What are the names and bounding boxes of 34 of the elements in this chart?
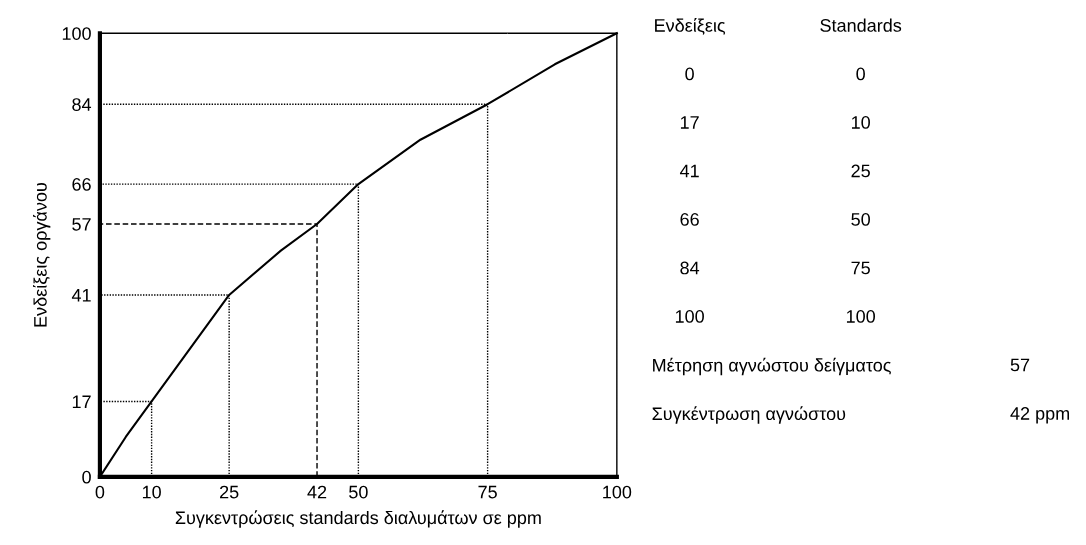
x-tick-label: 75: [478, 485, 497, 499]
y-tick-label: 57: [72, 218, 91, 231]
text: 66: [680, 213, 699, 226]
x-tick-label: 10: [142, 485, 161, 499]
x-tick-label: 100: [603, 485, 632, 499]
y-tick-label: 84: [72, 98, 92, 111]
x-tick-label: 25: [220, 485, 239, 499]
text: 100: [675, 310, 704, 323]
y-tick-label: 100: [62, 27, 91, 40]
text: Ενδείξεις: [655, 18, 726, 35]
x-axis-title: Συγκεντρώσεις standards διαλυμάτων σε ppm: [175, 510, 541, 528]
text: 75: [851, 261, 870, 275]
x-tick-label: 50: [349, 485, 368, 499]
y-axis-title: Ενδείξεις οργάνου: [33, 183, 51, 327]
text: 50: [851, 213, 870, 226]
text: 42 ppm: [1010, 407, 1070, 424]
text: 10: [851, 116, 870, 129]
y-tick-label: 66: [72, 178, 91, 191]
text: Μέτρηση αγνώστου δείγματος: [653, 357, 891, 376]
y-tick-label: 0: [82, 470, 91, 484]
text: Standards: [820, 18, 902, 32]
text: 41: [679, 164, 699, 178]
text: Συγκέντρωση αγνώστου: [652, 406, 846, 424]
x-tick-label: 42: [307, 485, 327, 499]
y-tick-label: 17: [72, 395, 91, 408]
text: 84: [680, 261, 700, 275]
text: 100: [846, 310, 876, 323]
text: 57: [1010, 358, 1030, 372]
text: 0: [685, 67, 694, 81]
text: 25: [851, 164, 870, 178]
x-tick-label: 0: [95, 485, 105, 499]
text: 17: [680, 116, 699, 129]
y-tick-label: 41: [71, 289, 91, 302]
text: 0: [856, 67, 865, 81]
